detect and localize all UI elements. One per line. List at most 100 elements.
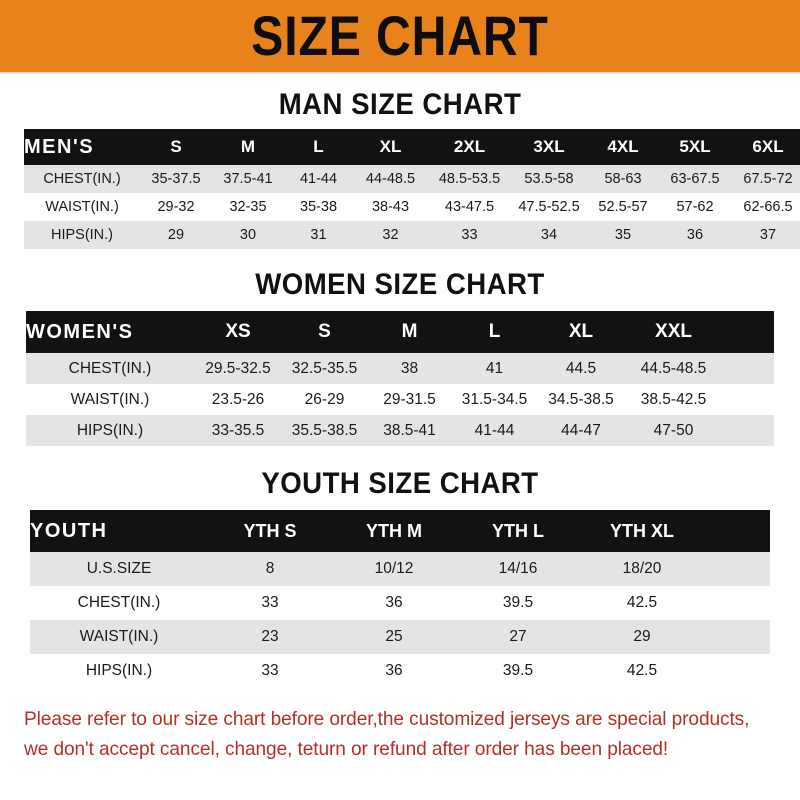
women-hips-0: 33-35.5 — [211, 421, 265, 439]
women-chest-1: 32.5-35.5 — [291, 359, 358, 377]
section-title-man: MAN SIZE CHART — [278, 88, 522, 121]
youth-chest-spacer — [704, 586, 770, 620]
youth-ussize-spacer — [704, 552, 770, 586]
youth-row-label-hips: HIPS(IN.) — [85, 662, 153, 679]
men-waist-5: 47.5-52.5 — [518, 199, 580, 215]
women-size-col-0: XS — [225, 321, 251, 342]
women-size-col-5: XXL — [655, 321, 692, 342]
women-row-label-chest: CHEST(IN.) — [68, 359, 152, 377]
women-size-col-4: XL — [568, 321, 594, 342]
women-hips-5: 47-50 — [653, 421, 694, 439]
table-row: CHEST(IN.) 35-37.5 37.5-41 41-44 44-48.5… — [24, 165, 800, 193]
men-chest-0: 35-37.5 — [151, 171, 201, 187]
men-waist-4: 43-47.5 — [444, 199, 495, 215]
men-size-col-2: L — [313, 137, 324, 156]
men-chest-8: 67.5-72 — [743, 171, 793, 187]
women-waist-4: 34.5-38.5 — [548, 390, 614, 408]
youth-hips-1: 36 — [385, 662, 403, 679]
women-hips-2: 38.5-41 — [383, 421, 436, 439]
youth-size-col-2: YTH L — [492, 520, 544, 541]
men-waist-0: 29-32 — [157, 199, 195, 215]
youth-waist-spacer — [704, 620, 770, 654]
women-waist-spacer — [722, 384, 774, 415]
youth-header-row: YOUTH YTH S YTH M YTH L YTH XL — [30, 510, 770, 552]
youth-hips-2: 39.5 — [502, 662, 534, 679]
youth-waist-2: 27 — [509, 628, 527, 645]
disclaimer-line-2: we don't accept cancel, change, teturn o… — [24, 738, 669, 760]
men-row-label-waist: WAIST(IN.) — [45, 199, 119, 215]
women-table-wrap: WOMEN'S XS S M L XL XXL CHEST(IN.) 29.5-… — [26, 311, 800, 446]
women-chest-5: 44.5-48.5 — [640, 359, 707, 377]
table-row: U.S.SIZE 8 10/12 14/16 18/20 — [30, 552, 770, 586]
disclaimer-text: Please refer to our size chart before or… — [24, 704, 776, 764]
youth-size-col-3: YTH XL — [609, 520, 674, 541]
youth-waist-0: 23 — [261, 628, 279, 645]
men-chest-2: 41-44 — [299, 171, 338, 187]
women-chest-3: 41 — [485, 359, 504, 377]
men-size-col-8: 6XL — [752, 137, 784, 156]
women-chest-0: 29.5-32.5 — [205, 359, 271, 377]
men-size-col-4: 2XL — [453, 137, 486, 156]
women-hips-3: 41-44 — [474, 421, 515, 439]
youth-hips-3: 42.5 — [626, 662, 658, 679]
men-chest-1: 37.5-41 — [223, 171, 273, 187]
women-waist-1: 26-29 — [304, 390, 345, 408]
men-size-col-7: 5XL — [679, 137, 711, 156]
men-size-col-6: 4XL — [607, 137, 639, 156]
women-size-table: WOMEN'S XS S M L XL XXL CHEST(IN.) 29.5-… — [26, 311, 774, 446]
table-row: HIPS(IN.) 33 36 39.5 42.5 — [30, 654, 770, 688]
women-size-col-3: L — [488, 321, 501, 342]
youth-header-spacer — [704, 510, 770, 552]
men-waist-2: 35-38 — [299, 199, 338, 215]
men-chest-3: 44-48.5 — [365, 171, 416, 187]
youth-hips-0: 33 — [261, 662, 279, 679]
youth-table-wrap: YOUTH YTH S YTH M YTH L YTH XL U.S.SIZE … — [30, 510, 800, 688]
section-title-women: WOMEN SIZE CHART — [255, 268, 545, 301]
table-row: HIPS(IN.) 29 30 31 32 33 34 35 36 37 — [24, 221, 800, 249]
men-waist-1: 32-35 — [229, 199, 267, 215]
women-row-label-waist: WAIST(IN.) — [70, 390, 150, 408]
women-chest-2: 38 — [400, 359, 419, 377]
youth-waist-1: 25 — [385, 628, 403, 645]
men-hips-3: 32 — [382, 227, 399, 243]
header-banner: SIZE CHART — [0, 0, 800, 72]
youth-chest-3: 42.5 — [626, 594, 658, 611]
men-row-label-hips: HIPS(IN.) — [50, 227, 114, 243]
page-title: SIZE CHART — [251, 4, 549, 67]
youth-size-col-1: YTH M — [366, 520, 422, 541]
youth-ussize-0: 8 — [265, 560, 275, 577]
women-row-label-hips: HIPS(IN.) — [76, 421, 144, 439]
youth-header-label: YOUTH — [30, 519, 108, 542]
men-hips-8: 37 — [759, 227, 777, 243]
youth-chest-2: 39.5 — [502, 594, 534, 611]
youth-waist-3: 29 — [633, 628, 651, 645]
banner-divider — [0, 72, 800, 75]
men-waist-3: 38-43 — [371, 199, 410, 215]
youth-chest-1: 36 — [385, 594, 403, 611]
men-chest-4: 48.5-53.5 — [438, 171, 501, 187]
table-row: CHEST(IN.) 29.5-32.5 32.5-35.5 38 41 44.… — [26, 353, 774, 384]
youth-row-label-chest: CHEST(IN.) — [77, 594, 161, 611]
women-chest-4: 44.5 — [565, 359, 597, 377]
youth-ussize-2: 14/16 — [498, 560, 538, 577]
youth-row-label-ussize: U.S.SIZE — [86, 560, 152, 577]
men-chest-5: 53.5-58 — [524, 171, 574, 187]
youth-ussize-3: 18/20 — [622, 560, 662, 577]
women-header-row: WOMEN'S XS S M L XL XXL — [26, 311, 774, 353]
men-header-label: MEN'S — [24, 135, 95, 158]
table-row: WAIST(IN.) 23.5-26 26-29 29-31.5 31.5-34… — [26, 384, 774, 415]
men-hips-2: 31 — [310, 227, 327, 243]
women-waist-0: 23.5-26 — [211, 390, 265, 408]
table-row: WAIST(IN.) 23 25 27 29 — [30, 620, 770, 654]
women-hips-spacer — [722, 415, 774, 446]
table-row: CHEST(IN.) 33 36 39.5 42.5 — [30, 586, 770, 620]
men-table-wrap: MEN'S S M L XL 2XL 3XL 4XL 5XL 6XL CHEST… — [24, 129, 800, 249]
men-size-col-1: M — [240, 137, 256, 156]
youth-chest-0: 33 — [261, 594, 279, 611]
youth-size-table: YOUTH YTH S YTH M YTH L YTH XL U.S.SIZE … — [30, 510, 770, 688]
women-hips-1: 35.5-38.5 — [291, 421, 358, 439]
men-waist-6: 52.5-57 — [598, 199, 648, 215]
youth-size-col-0: YTH S — [243, 520, 297, 541]
women-waist-5: 38.5-42.5 — [640, 390, 707, 408]
